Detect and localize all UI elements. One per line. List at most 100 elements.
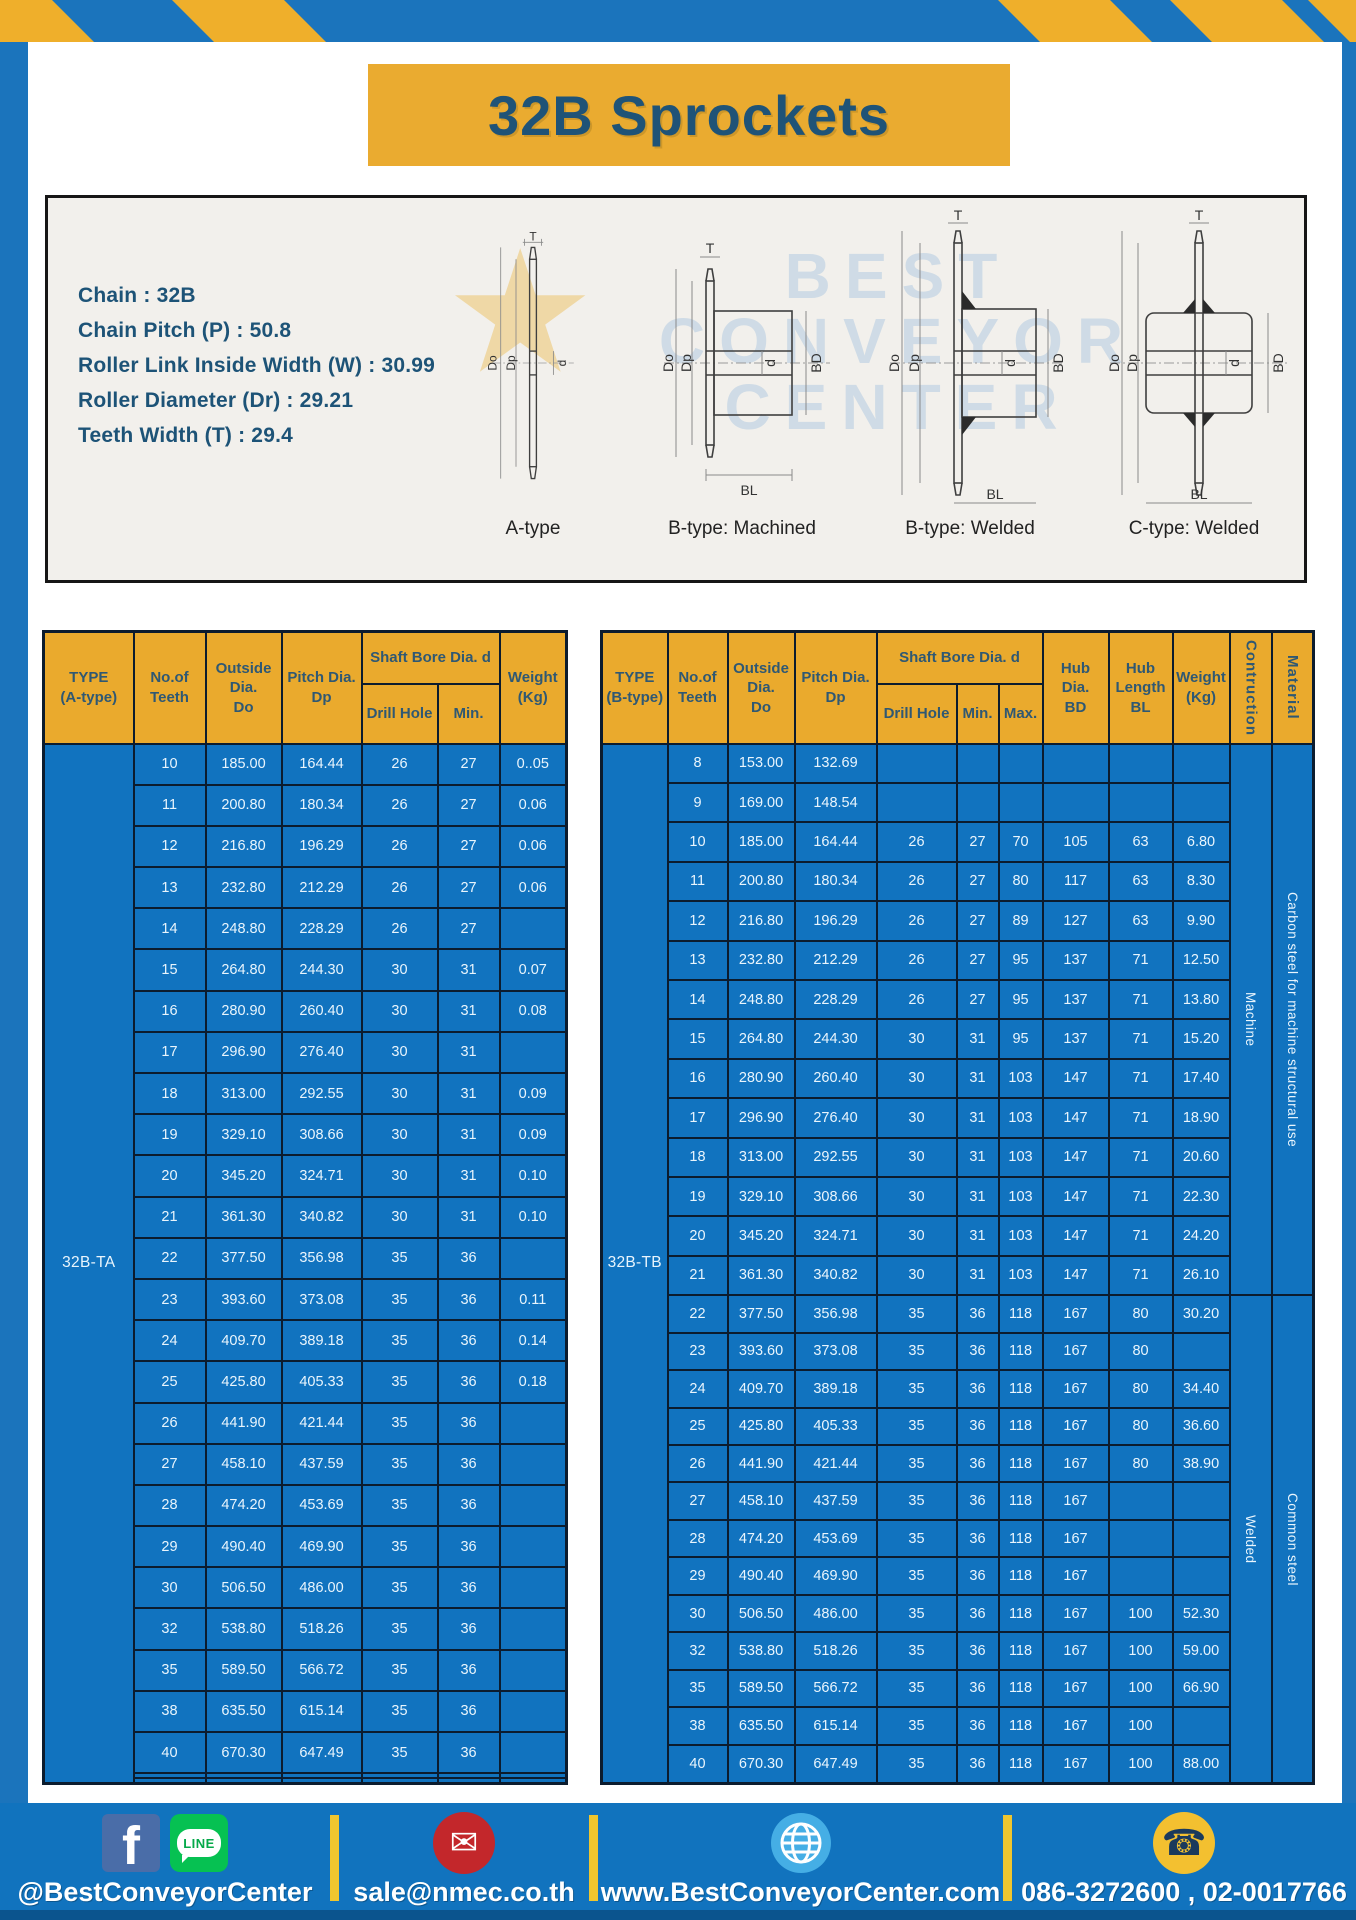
spec-line: Teeth Width (T) : 29.4 (78, 424, 293, 447)
table-cell: 12 (132, 824, 207, 869)
table-cell: 52.30 (1171, 1593, 1231, 1634)
table-cell: 490.40 (204, 1525, 283, 1569)
table-cell: 167 (1041, 1668, 1110, 1709)
table-cell: 17 (666, 1097, 729, 1139)
table-cell: 35 (666, 1668, 729, 1709)
table-cell: 36.60 (1171, 1406, 1231, 1447)
table-cell: 36 (436, 1277, 501, 1322)
table-cell: 30 (875, 1097, 958, 1139)
hazard-stripe (1170, 0, 1324, 42)
table-cell: 105 (1041, 821, 1110, 863)
table-cell: 389.18 (793, 1369, 878, 1409)
table-cell: 63 (1107, 821, 1174, 863)
table-row: 40 670.30 647.49 35 36 118 167 100 88.00 (602, 1743, 1314, 1785)
table-row: 35 589.50 566.72 35 36 (44, 1648, 568, 1692)
table-cell (1171, 1481, 1231, 1521)
col-header-shaft-bore: Shaft Bore Dia. d (360, 630, 501, 685)
social-icons: f LINE (102, 1811, 228, 1875)
line-bubble: LINE (177, 1829, 221, 1857)
table-cell: 95 (997, 939, 1044, 981)
table-cell: 31 (436, 1113, 501, 1157)
table-cell (1171, 1331, 1231, 1372)
table-row: 15 264.80 244.30 30 31 0.07 (44, 948, 568, 992)
table-cell: 147 (1041, 1175, 1110, 1218)
table-cell: 27 (955, 821, 1000, 863)
table-cell: 361.30 (204, 1195, 283, 1239)
table-cell: 31 (955, 1018, 1000, 1060)
dim-label: T (529, 230, 536, 244)
table-cell: 313.00 (726, 1136, 796, 1178)
col-header-outside-dia: Outside Dia. Do (204, 630, 283, 745)
table-cell (1171, 742, 1231, 784)
table-cell: 35 (360, 1483, 439, 1528)
table-row: 21 361.30 340.82 30 31 103 147 71 26.10 (602, 1254, 1314, 1297)
phone-numbers: 086-3272600 , 02-0017766 (1021, 1877, 1347, 1907)
table-cell: 59.00 (1171, 1631, 1231, 1671)
table-cell: 167 (1041, 1294, 1110, 1334)
table-cell: 441.90 (204, 1401, 283, 1445)
table-cell: 670.30 (204, 1730, 283, 1775)
table-row: 22 377.50 356.98 35 36 118 167 80 30.20 Welded Com… (602, 1294, 1315, 1785)
col-header-outside-dia: Outside Dia. Do (726, 630, 796, 745)
table-row: 21 361.30 340.82 30 31 0.10 (44, 1195, 568, 1239)
table-cell: 409.70 (726, 1369, 796, 1409)
table-cell: 80 (1107, 1331, 1174, 1372)
table-cell: 167 (1041, 1743, 1110, 1785)
table-cell: 30 (360, 1071, 439, 1116)
watermark-line: CENTER (724, 370, 1072, 443)
spec-line: Roller Diameter (Dr) : 29.21 (78, 389, 354, 412)
table-cell: 18 (132, 1071, 207, 1116)
table-cell: 26 (875, 939, 958, 981)
sprocket-a-drawing: T Do Dp d (485, 230, 574, 480)
table-cell: 34.40 (1171, 1369, 1231, 1409)
table-cell: 31 (955, 1254, 1000, 1297)
table-cell: 12 (666, 900, 729, 942)
table-cell: 566.72 (280, 1648, 363, 1692)
table-cell: 167 (1041, 1481, 1110, 1521)
table-cell: 21 (132, 1195, 207, 1239)
table-cell: 36 (955, 1443, 1000, 1484)
diagram-panel: ★ BEST CONVEYOR CENTER Chain : 32B Chain… (45, 195, 1307, 583)
table-cell: 36 (955, 1593, 1000, 1634)
table-cell: 36 (955, 1631, 1000, 1671)
table-cell: 100 (1107, 1706, 1174, 1746)
table-cell: 36 (436, 1442, 501, 1486)
table-cell: 35 (360, 1401, 439, 1445)
table-cell: 453.69 (280, 1483, 363, 1528)
table-cell: 35 (360, 1236, 439, 1280)
table-row (44, 1776, 568, 1785)
construction-welded: Welded (1228, 1294, 1273, 1785)
table-cell: 292.55 (793, 1136, 878, 1178)
table-cell: 36 (955, 1406, 1000, 1447)
table-cell: 244.30 (280, 948, 363, 992)
table-cell: 31 (436, 1030, 501, 1075)
sprocket-b-machined-drawing: T Do Dp d BD BL (660, 240, 830, 498)
table-row: 32 538.80 518.26 35 36 (44, 1607, 568, 1651)
table-cell: 71 (1107, 1254, 1174, 1297)
table-cell: 27 (436, 866, 501, 910)
page-title: 32B Sprockets (487, 83, 891, 147)
dim-label: BL (1190, 486, 1207, 502)
table-cell: 89 (997, 900, 1044, 942)
table-cell: 506.50 (726, 1593, 796, 1634)
table-cell: 11 (132, 783, 207, 827)
table-cell: 0.09 (498, 1071, 568, 1116)
table-cell: 36 (955, 1481, 1000, 1521)
table-cell: 27 (436, 907, 501, 951)
table-cell (955, 781, 1000, 824)
table-cell: 0.07 (498, 948, 568, 992)
table-row: 26 441.90 421.44 35 36 118 167 80 38.90 (602, 1443, 1314, 1484)
table-row: 25 425.80 405.33 35 36 0.18 (44, 1360, 568, 1404)
dim-label: Dp (906, 354, 922, 372)
table-cell: 313.00 (204, 1071, 283, 1116)
table-cell: 118 (997, 1743, 1044, 1785)
table-cell: 36 (436, 1483, 501, 1528)
table-cell (498, 907, 568, 951)
table-cell: 36 (955, 1668, 1000, 1709)
table-cell: 118 (997, 1443, 1044, 1484)
table-cell: 356.98 (280, 1236, 363, 1280)
table-cell: 35 (360, 1360, 439, 1404)
table-cell: 35 (875, 1518, 958, 1559)
table-cell: 9.90 (1171, 900, 1231, 942)
table-cell: 26 (666, 1443, 729, 1484)
